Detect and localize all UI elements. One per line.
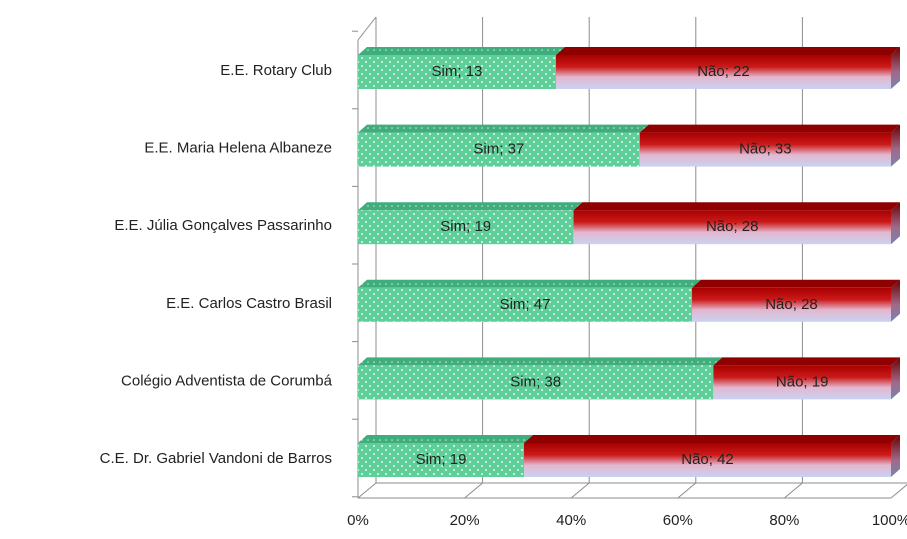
bar-sim-top <box>358 357 723 366</box>
bar-sim <box>358 443 525 477</box>
bar-nao-top <box>555 47 900 55</box>
data-label-nao: Não; 33 <box>739 141 792 158</box>
data-label-nao: Não; 42 <box>681 451 734 468</box>
data-label-sim: Sim; 37 <box>473 141 524 158</box>
data-label-nao: Não; 28 <box>765 296 818 313</box>
bar-nao-top <box>713 357 900 366</box>
category-label: E.E. Rotary Club <box>220 62 332 79</box>
x-tick-label: 100% <box>872 512 907 529</box>
bar-sim <box>358 210 574 245</box>
bar-nao-top <box>639 124 900 133</box>
category-label: C.E. Dr. Gabriel Vandoni de Barros <box>100 450 332 467</box>
bar-nao <box>573 210 891 245</box>
bar-nao <box>639 132 891 167</box>
bar-sim-top <box>358 202 583 211</box>
bar-sim-top <box>358 47 565 55</box>
data-label-sim: Sim; 47 <box>500 296 551 313</box>
floor-gridline-3 <box>677 482 697 499</box>
category-label: E.E. Carlos Castro Brasil <box>166 295 332 312</box>
x-tick-label: 60% <box>663 512 693 529</box>
floor-gridline-1 <box>464 482 483 499</box>
bar-nao-top <box>692 279 900 288</box>
bar-nao-side <box>891 279 900 322</box>
floor-gridline-5 <box>890 484 907 499</box>
bar-sim-top <box>358 435 534 443</box>
bar-nao <box>555 55 891 89</box>
floor-gridline-4 <box>784 482 803 499</box>
bar-nao <box>524 443 891 477</box>
data-label-sim: Sim; 38 <box>510 373 561 390</box>
category-label: E.E. Júlia Gonçalves Passarinho <box>114 217 332 234</box>
bar-nao-top <box>524 435 900 443</box>
floor-gridline-0 <box>357 482 377 499</box>
bar-nao-side <box>891 357 900 400</box>
bars-layer <box>358 47 900 477</box>
axes-layer <box>352 16 907 499</box>
bar-nao <box>692 287 891 322</box>
data-label-nao: Não; 19 <box>776 373 829 390</box>
data-label-sim: Sim; 19 <box>440 218 491 235</box>
bar-nao-side <box>891 124 900 167</box>
bar-sim <box>358 55 556 89</box>
x-tick-label: 0% <box>347 512 369 529</box>
bar-nao <box>713 365 891 400</box>
data-label-nao: Não; 22 <box>697 63 750 80</box>
bar-sim <box>358 287 693 322</box>
data-label-sim: Sim; 13 <box>432 63 483 80</box>
left-wall-top <box>357 16 377 41</box>
bar-nao-side <box>891 47 900 89</box>
x-tick-label: 20% <box>450 512 480 529</box>
bar-sim <box>358 365 714 400</box>
bar-sim-top <box>358 279 702 288</box>
labels-layer: 0% 20% 40% 60% 80% 100% E.E. Rotary Club Sim; 1… <box>100 62 907 529</box>
bar-nao-side <box>891 435 900 477</box>
bar-nao-top <box>573 202 900 211</box>
bar-sim <box>358 132 640 167</box>
x-tick-label: 40% <box>556 512 586 529</box>
floor-gridline-2 <box>570 482 590 499</box>
category-label: E.E. Maria Helena Albaneze <box>144 140 332 157</box>
category-label: Colégio Adventista de Corumbá <box>121 372 333 389</box>
bar-sim-top <box>358 124 649 133</box>
x-tick-label: 80% <box>769 512 799 529</box>
data-label-nao: Não; 28 <box>706 218 759 235</box>
bar-nao-side <box>891 202 900 245</box>
data-label-sim: Sim; 19 <box>416 451 467 468</box>
